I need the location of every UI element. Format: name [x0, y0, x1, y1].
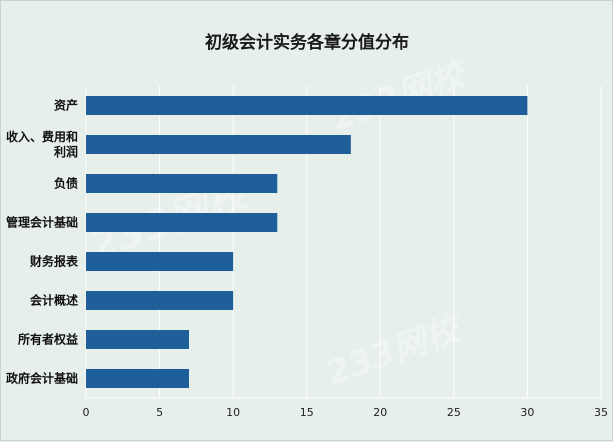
x-tick-label: 30: [520, 406, 534, 419]
bar-7: [86, 369, 189, 388]
category-label: 政府会计基础: [6, 371, 78, 386]
x-tick-label: 20: [373, 406, 387, 419]
category-label: 收入、费用和利润: [6, 129, 78, 159]
category-label: 会计概述: [30, 293, 78, 308]
category-label: 资产: [54, 98, 78, 113]
x-tick-label: 35: [594, 406, 608, 419]
bar-0: [86, 96, 528, 115]
bar-3: [86, 213, 278, 232]
bar-2: [86, 174, 278, 193]
x-tick-label: 25: [447, 406, 461, 419]
category-label: 财务报表: [29, 254, 79, 269]
watermark-text: 233网校: [320, 308, 469, 395]
x-tick-label: 15: [300, 406, 314, 419]
x-tick-label: 10: [226, 406, 240, 419]
bar-5: [86, 291, 234, 310]
category-label: 管理会计基础: [6, 215, 78, 230]
bar-6: [86, 330, 189, 349]
bar-4: [86, 252, 234, 271]
chart-title: 初级会计实务各章分值分布: [205, 32, 409, 53]
x-tick-labels: 0 5 10 15 20 25 30 35: [83, 406, 609, 419]
category-label: 所有者权益: [18, 332, 78, 347]
category-label: 负债: [54, 176, 78, 191]
x-tick-label: 5: [156, 406, 163, 419]
bar-1: [86, 135, 351, 154]
x-tick-label: 0: [83, 406, 90, 419]
bars: [86, 96, 528, 388]
